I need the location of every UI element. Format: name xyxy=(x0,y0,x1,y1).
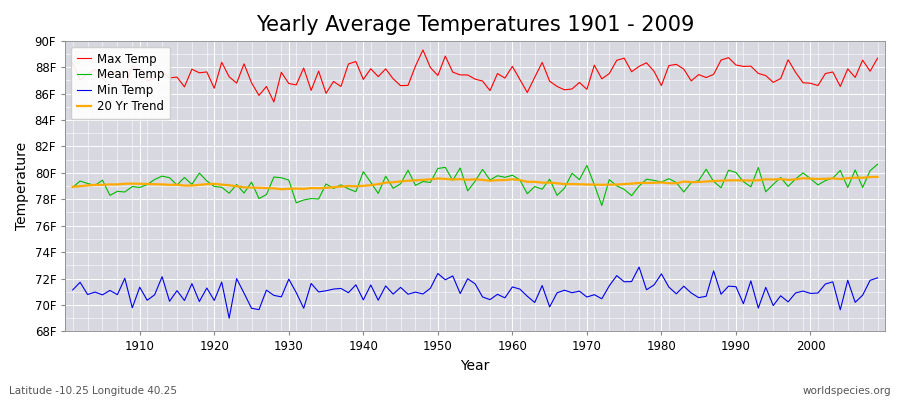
Max Temp xyxy=(515,77,526,82)
20 Yr Trend xyxy=(604,182,615,187)
Line: Mean Temp: Mean Temp xyxy=(73,164,878,206)
Min Temp xyxy=(298,306,309,311)
Min Temp xyxy=(507,284,517,289)
Text: Latitude -10.25 Longitude 40.25: Latitude -10.25 Longitude 40.25 xyxy=(9,386,177,396)
Min Temp xyxy=(127,305,138,310)
Max Temp xyxy=(418,48,428,52)
Max Temp xyxy=(298,66,309,70)
Mean Temp xyxy=(872,162,883,167)
Min Temp xyxy=(343,290,354,295)
Line: Min Temp: Min Temp xyxy=(73,267,878,318)
Mean Temp xyxy=(68,185,78,190)
Line: 20 Yr Trend: 20 Yr Trend xyxy=(73,177,878,189)
20 Yr Trend xyxy=(872,174,883,179)
Max Temp xyxy=(127,63,138,68)
Min Temp xyxy=(515,287,526,292)
Line: Max Temp: Max Temp xyxy=(73,50,878,102)
Mean Temp xyxy=(291,200,302,205)
20 Yr Trend xyxy=(276,187,287,192)
20 Yr Trend xyxy=(515,178,526,182)
Mean Temp xyxy=(604,177,615,182)
Mean Temp xyxy=(500,175,510,180)
20 Yr Trend xyxy=(507,177,517,182)
Text: worldspecies.org: worldspecies.org xyxy=(803,386,891,396)
Min Temp xyxy=(604,284,615,288)
Y-axis label: Temperature: Temperature xyxy=(15,142,29,230)
Max Temp xyxy=(343,62,354,66)
20 Yr Trend xyxy=(343,184,354,188)
Max Temp xyxy=(68,61,78,66)
Max Temp xyxy=(872,56,883,61)
Mean Temp xyxy=(507,173,517,178)
Mean Temp xyxy=(336,182,346,187)
X-axis label: Year: Year xyxy=(461,359,490,373)
20 Yr Trend xyxy=(68,184,78,189)
20 Yr Trend xyxy=(127,181,138,186)
20 Yr Trend xyxy=(298,186,309,191)
Mean Temp xyxy=(597,203,608,208)
Mean Temp xyxy=(127,184,138,189)
Title: Yearly Average Temperatures 1901 - 2009: Yearly Average Temperatures 1901 - 2009 xyxy=(256,15,694,35)
Min Temp xyxy=(68,288,78,292)
Legend: Max Temp, Mean Temp, Min Temp, 20 Yr Trend: Max Temp, Mean Temp, Min Temp, 20 Yr Tre… xyxy=(71,47,170,119)
Max Temp xyxy=(611,58,622,63)
Min Temp xyxy=(872,276,883,280)
Min Temp xyxy=(634,265,644,270)
Min Temp xyxy=(224,316,235,320)
Max Temp xyxy=(522,90,533,95)
Max Temp xyxy=(268,100,279,104)
